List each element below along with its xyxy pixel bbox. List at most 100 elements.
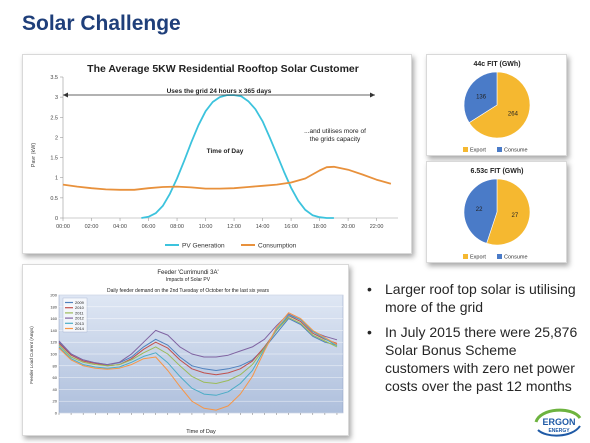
pie-title: 44c FIT (GWh) [473,61,520,68]
legend-label-export: Export [470,148,486,154]
legend-label: 2014 [75,326,85,331]
bullet-item: • In July 2015 there were 25,876 Solar Bo… [365,323,580,395]
pie-legend: Export Consume [463,147,528,154]
y-tick-label: 2 [55,135,58,141]
pie-slice-export [468,71,531,139]
y-tick-label: 3 [55,95,58,101]
chart-title: The Average 5KW Residential Rooftop Sola… [87,63,359,75]
x-tick-label: 10:00 [199,224,213,230]
bullet-dot: • [367,324,372,340]
pie-data-label: 22 [476,207,483,213]
legend-swatch-export [463,254,468,259]
y-tick-label: 200 [50,293,57,298]
chart-xlabel: Time of Day [207,148,244,155]
x-tick-label: 16:00 [284,224,298,230]
pie-title: 6.53c FIT (GWh) [471,168,524,175]
slide-title: Solar Challenge [22,12,181,35]
y-tick-label: 100 [50,352,57,357]
bullet-text: In July 2015 there were 25,876 Solar Bon… [385,324,578,394]
y-tick-label: 0 [55,411,58,416]
y-tick-label: 140 [50,328,57,333]
y-tick-label: 60 [53,375,58,380]
bullet-item: • Larger roof top solar is utilising more… [365,280,580,316]
pie-chart-653c-panel: 6.53c FIT (GWh) 27 22 Export Consume [426,161,567,263]
pie-data-label: 27 [512,213,519,219]
y-tick-label: 1.5 [50,156,58,162]
legend-label: 2012 [75,316,85,321]
legend-label-pv: PV Generation [182,243,225,250]
pie-data-label: 136 [476,94,487,100]
series-line-consumption [62,165,392,191]
legend-swatch-export [463,147,468,152]
legend-label-consume: Consume [504,148,528,154]
feeder-line-chart: Feeder 'Currimundi 3A' Impacts of Solar … [29,270,344,435]
x-tick-label: 20:00 [341,224,355,230]
legend-swatch-consume [497,147,502,152]
pie-chart-44c: 44c FIT (GWh) 264 136 Export Consume [463,61,531,154]
legend-swatch-consume [497,254,502,259]
legend-label-consumption: Consumption [258,243,297,250]
feeder-series-2014 [58,312,338,411]
y-tick-label: 0.5 [50,196,58,202]
y-tick-label: 0 [55,216,58,222]
y-tick-label: 40 [53,387,58,392]
feeder-series-2012 [58,313,338,366]
ergon-energy-logo: ERGON ENERGY [534,408,582,437]
x-tick-label: 06:00 [142,224,156,230]
annotation-arrow-left [63,92,68,98]
logo-swoosh [534,408,582,423]
feeder-caption: Daily feeder demand on the 2nd Tuesday o… [107,288,270,294]
y-tick-label: 80 [53,363,58,368]
y-tick-label: 120 [50,340,57,345]
x-tick-label: 18:00 [313,224,327,230]
pie-data-label: 264 [508,112,519,118]
feeder-ylabel: Feeder Load Current (Amps) [29,326,34,384]
bullet-text: Larger roof top solar is utilising more … [385,281,576,315]
solar-line-chart-panel: The Average 5KW Residential Rooftop Sola… [22,54,412,254]
series-line-pv-generation [141,94,334,219]
feeder-subtitle: Impacts of Solar PV [166,277,211,283]
legend-box [62,297,88,333]
chart-legend: PV Generation Consumption [165,243,297,250]
legend-label: 2010 [75,305,85,310]
x-tick-label: 00:00 [56,224,70,230]
feeder-series-2011 [58,316,338,384]
x-tick-label: 02:00 [85,224,99,230]
logo-text-ergon: ERGON [542,417,575,427]
x-tick-label: 08:00 [170,224,184,230]
legend-label-consume: Consume [504,255,528,261]
pie-slice-consume [463,71,498,124]
logo-swoosh-blue [537,425,581,437]
y-tick-label: 160 [50,316,57,321]
chart-annotation-capacity: ...and utilises more of the grids capacit… [304,128,366,143]
legend-label-export: Export [470,255,486,261]
y-tick-label: 20 [53,399,58,404]
logo-text-energy: ENERGY [548,428,570,434]
chart-annotation-grid: Uses the grid 24 hours x 365 days [167,88,272,95]
feeder-line-chart-panel: Feeder 'Currimundi 3A' Impacts of Solar … [22,264,349,436]
pie-slice-consume [463,178,498,244]
bullet-list: • Larger roof top solar is utilising more… [365,280,580,402]
bullet-dot: • [367,281,372,297]
x-tick-label: 22:00 [370,224,384,230]
pie-slice-export [486,178,531,246]
legend-label: 2009 [75,300,85,305]
annotation-arrow-right [370,92,375,98]
x-tick-label: 04:00 [113,224,127,230]
y-tick-label: 2.5 [50,115,58,121]
feeder-series-2013 [58,314,338,396]
solar-line-chart: The Average 5KW Residential Rooftop Sola… [31,63,398,250]
y-tick-label: 180 [50,304,57,309]
pie-chart-44c-panel: 44c FIT (GWh) 264 136 Export Consume [426,54,567,156]
legend-label: 2011 [75,310,84,315]
feeder-xlabel: Time of Day [186,429,216,435]
x-tick-label: 14:00 [256,224,270,230]
feeder-title: Feeder 'Currimundi 3A' [157,270,218,276]
y-tick-label: 1 [55,176,58,182]
chart-ylabel: Pavr (kW) [31,143,37,168]
y-tick-label: 3.5 [50,75,58,81]
pie-legend: Export Consume [463,254,528,261]
legend-label: 2013 [75,321,85,326]
x-tick-label: 12:00 [227,224,241,230]
